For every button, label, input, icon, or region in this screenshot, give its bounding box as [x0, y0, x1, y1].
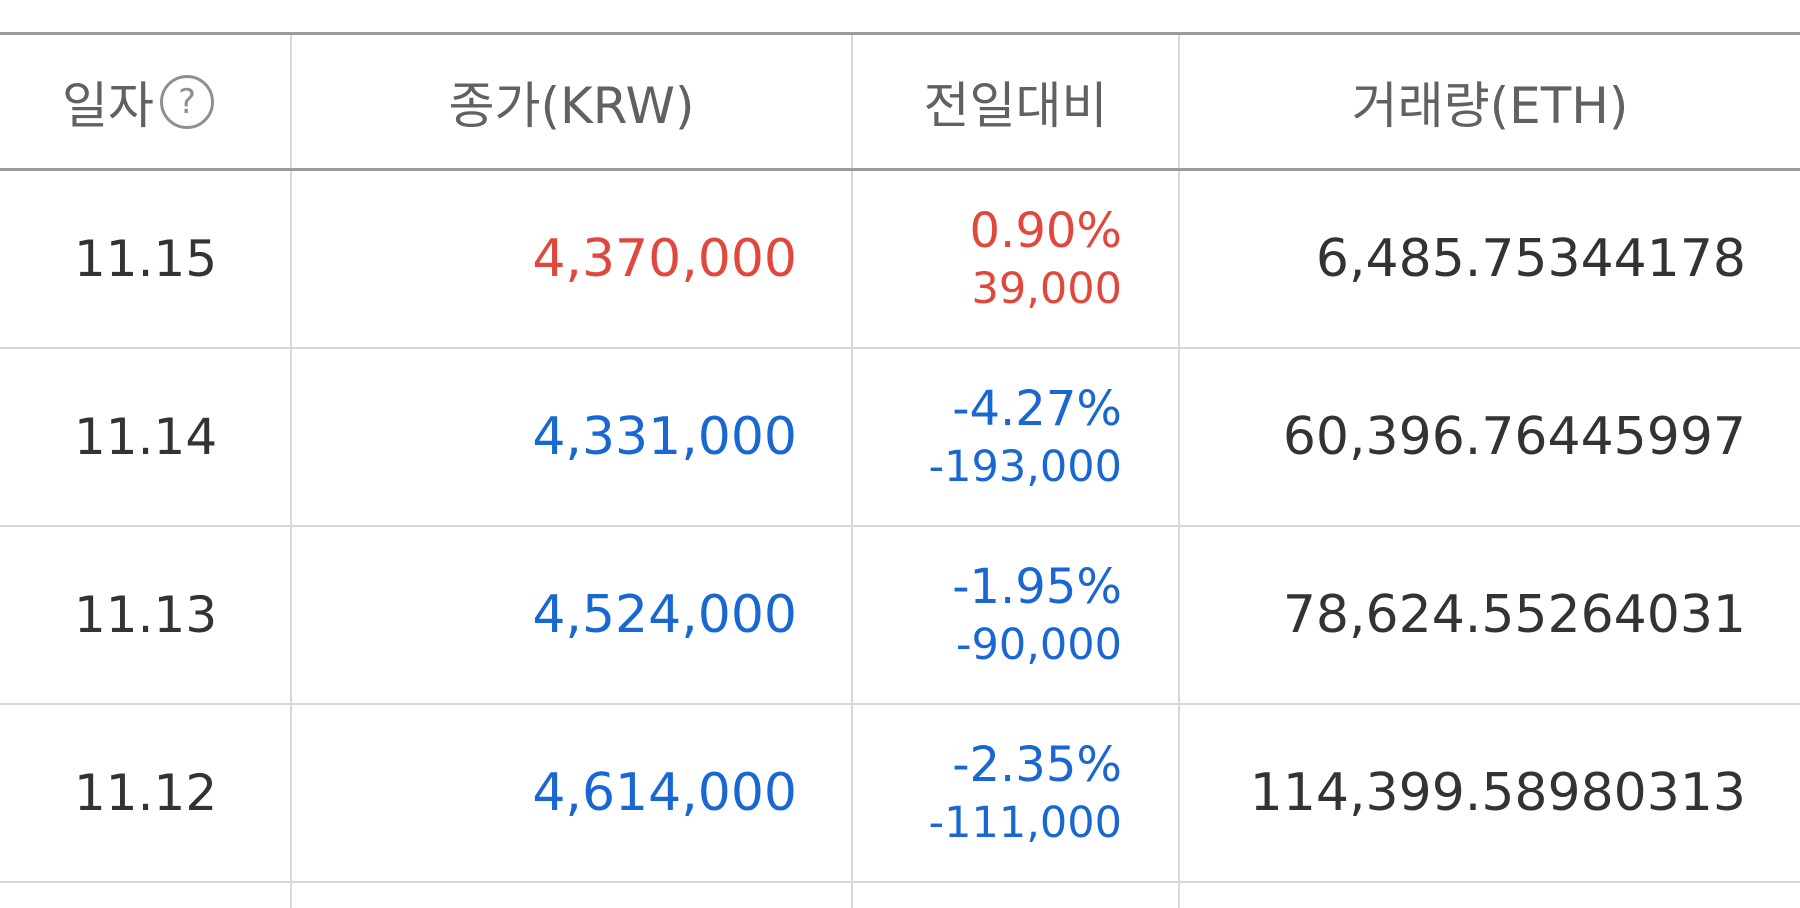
change-cell: [853, 883, 1180, 908]
close-price-column-header: 종가(KRW): [292, 35, 853, 168]
volume-cell: 60,396.76445997: [1282, 407, 1746, 467]
change-amount: -90,000: [956, 619, 1122, 670]
change-amount: -193,000: [928, 441, 1122, 492]
table-header-row: 일자 ? 종가(KRW) 전일대비 거래량(ETH): [0, 35, 1800, 171]
volume-cell: 114,399.58980313: [1249, 763, 1746, 823]
change-percent: -2.35%: [952, 736, 1122, 793]
volume-cell: 6,485.75344178: [1315, 229, 1746, 289]
change-percent: -1.95%: [952, 558, 1122, 615]
change-cell: -1.95% -90,000: [853, 527, 1180, 703]
daily-price-table: 일자 ? 종가(KRW) 전일대비 거래량(ETH) 11.15 4,370,0…: [0, 32, 1800, 908]
date-cell: [0, 883, 292, 908]
table-row: 11.15 4,370,000 0.90% 39,000 6,485.75344…: [0, 171, 1800, 349]
partial-table-row: [0, 883, 1800, 908]
change-amount: -111,000: [928, 797, 1122, 848]
close-price-cell: 4,370,000: [292, 171, 853, 347]
volume-cell: 78,624.55264031: [1282, 585, 1746, 645]
table-row: 11.12 4,614,000 -2.35% -111,000 114,399.…: [0, 705, 1800, 883]
date-cell: 11.12: [0, 705, 292, 881]
date-cell: 11.15: [0, 171, 292, 347]
table-row: 11.13 4,524,000 -1.95% -90,000 78,624.55…: [0, 527, 1800, 705]
change-column-header: 전일대비: [853, 35, 1180, 168]
close-price-cell: 4,331,000: [292, 349, 853, 525]
change-cell: -4.27% -193,000: [853, 349, 1180, 525]
volume-column-header: 거래량(ETH): [1180, 35, 1800, 168]
close-price-cell: 4,524,000: [292, 527, 853, 703]
change-cell: 0.90% 39,000: [853, 171, 1180, 347]
volume-cell: [1180, 883, 1800, 908]
change-cell: -2.35% -111,000: [853, 705, 1180, 881]
close-header-label: 종가(KRW): [448, 76, 695, 135]
table-row: 11.14 4,331,000 -4.27% -193,000 60,396.7…: [0, 349, 1800, 527]
close-price-cell: 4,614,000: [292, 705, 853, 881]
date-cell: 11.14: [0, 349, 292, 525]
change-amount: 39,000: [971, 263, 1122, 314]
date-column-header: 일자 ?: [0, 35, 292, 168]
volume-header-label: 거래량(ETH): [1351, 76, 1629, 135]
date-header-label: 일자: [62, 76, 154, 135]
change-header-label: 전일대비: [923, 76, 1108, 135]
help-icon[interactable]: ?: [160, 74, 214, 129]
change-percent: -4.27%: [952, 380, 1122, 437]
change-percent: 0.90%: [969, 202, 1122, 259]
close-price-cell: [292, 883, 853, 908]
date-cell: 11.13: [0, 527, 292, 703]
